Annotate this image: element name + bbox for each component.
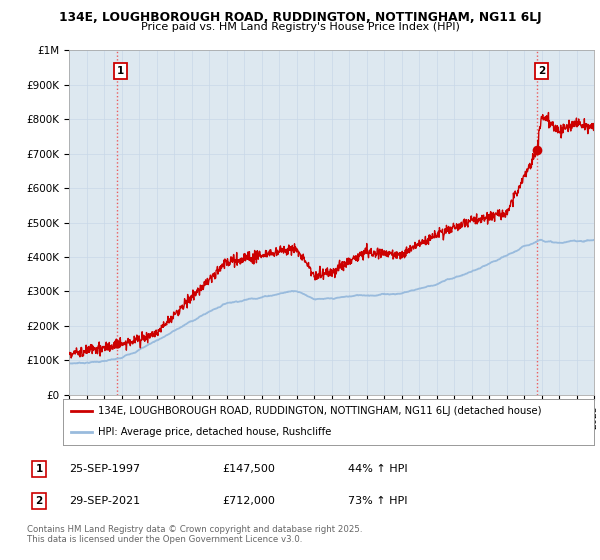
- Text: £147,500: £147,500: [222, 464, 275, 474]
- Text: 25-SEP-1997: 25-SEP-1997: [69, 464, 140, 474]
- Text: 2: 2: [538, 66, 545, 76]
- Text: 29-SEP-2021: 29-SEP-2021: [69, 496, 140, 506]
- Text: 73% ↑ HPI: 73% ↑ HPI: [348, 496, 407, 506]
- Text: 1: 1: [117, 66, 124, 76]
- Text: 1: 1: [35, 464, 43, 474]
- Text: Price paid vs. HM Land Registry's House Price Index (HPI): Price paid vs. HM Land Registry's House …: [140, 22, 460, 32]
- Text: Contains HM Land Registry data © Crown copyright and database right 2025.
This d: Contains HM Land Registry data © Crown c…: [27, 525, 362, 544]
- Text: 134E, LOUGHBOROUGH ROAD, RUDDINGTON, NOTTINGHAM, NG11 6LJ: 134E, LOUGHBOROUGH ROAD, RUDDINGTON, NOT…: [59, 11, 541, 24]
- Text: 2: 2: [35, 496, 43, 506]
- Text: HPI: Average price, detached house, Rushcliffe: HPI: Average price, detached house, Rush…: [98, 427, 331, 437]
- Text: £712,000: £712,000: [222, 496, 275, 506]
- Text: 44% ↑ HPI: 44% ↑ HPI: [348, 464, 407, 474]
- Text: 134E, LOUGHBOROUGH ROAD, RUDDINGTON, NOTTINGHAM, NG11 6LJ (detached house): 134E, LOUGHBOROUGH ROAD, RUDDINGTON, NOT…: [98, 406, 541, 416]
